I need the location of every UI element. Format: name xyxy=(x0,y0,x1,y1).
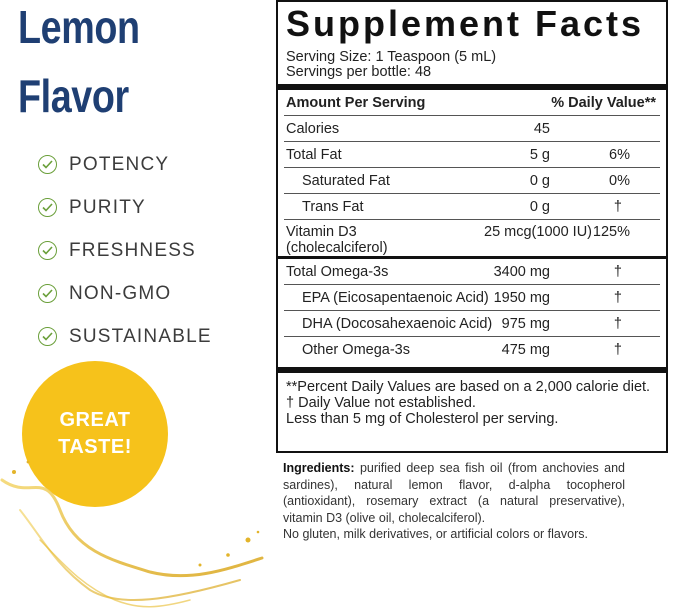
nutrient-dv: † xyxy=(613,316,622,332)
nutrient-name: Total Omega-3s xyxy=(286,264,389,280)
feature-item-purity: PURITY xyxy=(38,186,212,229)
nutrient-amount: 0 g xyxy=(529,173,550,189)
ingredients-paragraph: Ingredients: purified deep sea fish oil … xyxy=(283,460,625,526)
feature-item-non-gmo: NON-GMO xyxy=(38,272,212,315)
serving-info: Serving Size: 1 Teaspoon (5 mL) Servings… xyxy=(284,50,660,80)
nutrient-row-total-omega-3s: Total Omega-3s 3400 mg † xyxy=(284,259,660,285)
nutrient-amount: 3400 mg xyxy=(493,264,550,280)
vitamin-d3-name: Vitamin D3 xyxy=(286,224,357,240)
nutrient-dv: 125% xyxy=(592,224,630,240)
nutrient-name: Trans Fat xyxy=(302,199,364,215)
badge-line1: GREAT xyxy=(59,409,131,431)
feature-label: PURITY xyxy=(69,196,146,218)
ingredients-text: purified deep sea fish oil (from anchovi… xyxy=(283,461,625,525)
nutrient-amount: 45 xyxy=(533,121,550,137)
ingredients-block: Ingredients: purified deep sea fish oil … xyxy=(283,460,625,543)
headline-flavor-line2: Flavor xyxy=(18,70,129,122)
nutrient-name: EPA (Eicosapentaenoic Acid) xyxy=(302,290,489,306)
feature-item-freshness: FRESHNESS xyxy=(38,229,212,272)
footnote-daily-values: **Percent Daily Values are based on a 2,… xyxy=(286,379,651,395)
footnote-dagger: † Daily Value not established. xyxy=(286,395,476,411)
check-circle-icon xyxy=(38,241,57,260)
nutrient-name: Total Fat xyxy=(286,147,342,163)
nutrient-name: Other Omega-3s xyxy=(302,342,410,358)
vitamin-d3-subname: (cholecalciferol) xyxy=(286,240,388,256)
nutrient-row-trans-fat: Trans Fat 0 g † xyxy=(284,194,660,220)
feature-list: POTENCY PURITY FRESHNESS NON-GMO SUSTAIN… xyxy=(38,143,212,358)
badge-line2: TASTE! xyxy=(58,436,132,458)
great-taste-badge: GREAT TASTE! xyxy=(22,361,168,507)
check-circle-icon xyxy=(38,284,57,303)
serving-size: Serving Size: 1 Teaspoon (5 mL) xyxy=(286,49,497,65)
nutrient-amount: 475 mg xyxy=(501,342,550,358)
nutrient-row-total-fat: Total Fat 5 g 6% xyxy=(284,142,660,168)
feature-item-sustainable: SUSTAINABLE xyxy=(38,315,212,358)
nutrient-amount: 0 g xyxy=(529,199,550,215)
divider-thick xyxy=(278,367,666,373)
nutrient-name: DHA (Docosahexaenoic Acid) xyxy=(302,316,493,332)
feature-label: POTENCY xyxy=(69,153,170,175)
check-circle-icon xyxy=(38,327,57,346)
nutrient-name: Vitamin D3 (cholecalciferol) xyxy=(286,224,388,256)
facts-header-row: Amount Per Serving % Daily Value** xyxy=(284,90,660,116)
ingredients-label: Ingredients: xyxy=(283,461,355,475)
nutrient-amount: 5 g xyxy=(529,147,550,163)
nutrient-row-calories: Calories 45 xyxy=(284,116,660,142)
servings-per-container: Servings per bottle: 48 xyxy=(286,64,432,80)
feature-label: NON-GMO xyxy=(69,282,172,304)
nutrient-row-epa: EPA (Eicosapentaenoic Acid) 1950 mg † xyxy=(284,285,660,311)
supplement-facts-panel: Supplement Facts Serving Size: 1 Teaspoo… xyxy=(276,0,668,453)
footnote-cholesterol: Less than 5 mg of Cholesterol per servin… xyxy=(286,411,559,427)
nutrient-row-dha: DHA (Docosahexaenoic Acid) 975 mg † xyxy=(284,311,660,337)
nutrient-dv: 0% xyxy=(609,173,630,189)
check-circle-icon xyxy=(38,155,57,174)
check-circle-icon xyxy=(38,198,57,217)
amount-per-serving-label: Amount Per Serving xyxy=(286,95,426,111)
nutrient-dv: † xyxy=(613,199,622,215)
facts-title: Supplement Facts xyxy=(286,3,645,44)
nutrient-dv: 6% xyxy=(609,147,630,163)
facts-footnotes: **Percent Daily Values are based on a 2,… xyxy=(284,373,660,427)
nutrient-dv: † xyxy=(613,264,622,280)
nutrient-dv: † xyxy=(613,290,622,306)
feature-label: SUSTAINABLE xyxy=(69,325,212,347)
divider-thick xyxy=(278,84,666,90)
headline-flavor-line1: Lemon xyxy=(18,1,140,53)
nutrient-name: Saturated Fat xyxy=(302,173,390,189)
daily-value-label: % Daily Value** xyxy=(551,95,656,111)
divider-medium xyxy=(278,256,666,259)
nutrient-row-vitamin-d3: Vitamin D3 (cholecalciferol) 25 mcg(1000… xyxy=(284,220,660,256)
nutrient-amount: 975 mg xyxy=(501,316,550,332)
oil-splash-illustration xyxy=(0,460,264,608)
feature-item-potency: POTENCY xyxy=(38,143,212,186)
allergen-note: No gluten, milk derivatives, or artifici… xyxy=(283,527,588,541)
nutrient-row-saturated-fat: Saturated Fat 0 g 0% xyxy=(284,168,660,194)
nutrient-amount: 1950 mg xyxy=(493,290,550,306)
nutrient-amount: 25 mcg(1000 IU) xyxy=(484,224,592,240)
nutrient-row-other-omega-3s: Other Omega-3s 475 mg † xyxy=(284,337,660,363)
nutrient-dv: † xyxy=(613,342,622,358)
feature-label: FRESHNESS xyxy=(69,239,196,261)
nutrient-name: Calories xyxy=(286,121,340,137)
